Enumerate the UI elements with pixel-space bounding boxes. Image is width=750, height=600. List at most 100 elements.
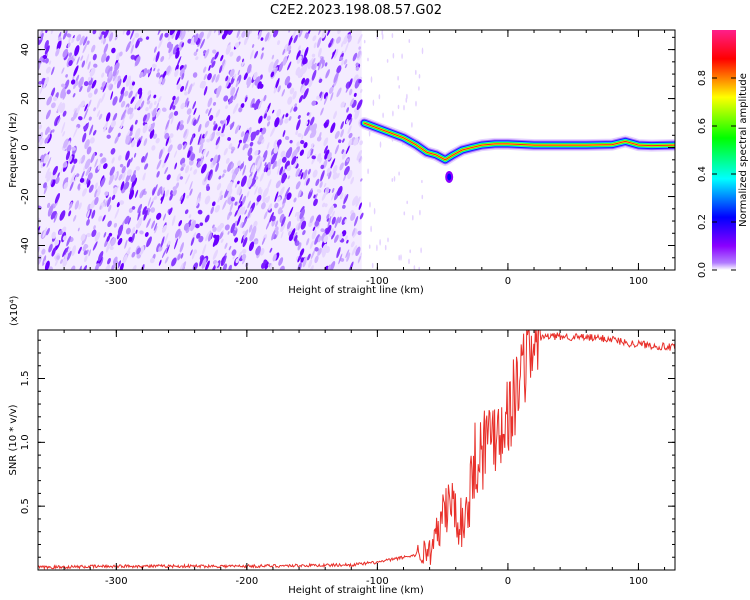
noise-speck bbox=[285, 136, 290, 141]
noise-speck bbox=[164, 232, 169, 244]
noise-speck bbox=[70, 79, 76, 85]
noise-speck bbox=[120, 109, 127, 121]
noise-speck bbox=[246, 63, 252, 74]
noise-speck bbox=[65, 74, 68, 78]
noise-speck bbox=[230, 85, 233, 93]
noise-speck bbox=[93, 107, 97, 112]
noise-speck bbox=[58, 230, 63, 236]
noise-speck bbox=[218, 175, 222, 180]
noise-speck bbox=[165, 65, 171, 76]
noise-speck bbox=[122, 30, 126, 35]
noise-speck bbox=[73, 126, 78, 138]
noise-speck bbox=[340, 101, 345, 108]
noise-speck bbox=[130, 157, 133, 163]
noise-speck bbox=[307, 59, 313, 70]
noise-speck bbox=[164, 132, 170, 140]
snr-plot bbox=[38, 330, 675, 570]
noise-speck bbox=[101, 72, 105, 78]
noise-speck bbox=[189, 181, 193, 191]
noise-speck bbox=[267, 34, 272, 42]
noise-speck bbox=[166, 41, 172, 49]
noise-speck bbox=[293, 231, 298, 241]
noise-speck bbox=[387, 237, 389, 243]
noise-speck bbox=[79, 85, 83, 93]
noise-speck bbox=[130, 44, 135, 54]
noise-speck bbox=[332, 164, 338, 174]
noise-speck bbox=[198, 123, 202, 133]
noise-speck bbox=[96, 110, 101, 118]
noise-speck bbox=[86, 84, 92, 93]
y-tick-label: 0.5 bbox=[20, 498, 31, 514]
noise-speck bbox=[105, 112, 111, 122]
noise-speck bbox=[186, 194, 190, 199]
noise-speck bbox=[312, 226, 316, 232]
noise-speck bbox=[281, 88, 286, 97]
noise-speck bbox=[276, 108, 282, 117]
noise-speck bbox=[62, 257, 68, 267]
noise-speck bbox=[367, 57, 369, 62]
noise-speck bbox=[112, 186, 118, 195]
noise-speck bbox=[336, 87, 342, 98]
noise-speck bbox=[339, 162, 344, 171]
noise-speck bbox=[157, 186, 163, 197]
noise-speck bbox=[125, 135, 131, 145]
noise-speck bbox=[166, 174, 171, 181]
noise-speck bbox=[89, 67, 96, 77]
noise-speck bbox=[393, 176, 396, 182]
noise-speck bbox=[86, 146, 92, 155]
noise-speck bbox=[193, 33, 199, 43]
noise-speck bbox=[281, 168, 286, 177]
noise-speck bbox=[205, 150, 210, 158]
noise-speck bbox=[219, 190, 223, 196]
noise-speck bbox=[126, 158, 131, 168]
noise-speck bbox=[303, 142, 308, 149]
noise-speck bbox=[408, 38, 411, 44]
noise-speck bbox=[134, 55, 141, 67]
noise-speck bbox=[71, 146, 76, 151]
noise-speck bbox=[305, 121, 309, 126]
noise-speck bbox=[170, 190, 173, 196]
noise-speck bbox=[219, 222, 225, 229]
noise-speck bbox=[130, 96, 135, 105]
noise-speck bbox=[114, 135, 119, 144]
noise-speck bbox=[133, 152, 137, 158]
noise-speck bbox=[134, 32, 140, 39]
noise-speck bbox=[296, 119, 301, 131]
noise-speck bbox=[284, 75, 291, 86]
noise-speck bbox=[44, 45, 50, 55]
noise-speck bbox=[207, 169, 213, 181]
noise-speck bbox=[136, 247, 141, 255]
noise-speck bbox=[215, 136, 221, 146]
noise-speck bbox=[118, 173, 123, 181]
noise-speck bbox=[71, 37, 75, 43]
noise-speck bbox=[179, 119, 184, 125]
noise-speck bbox=[39, 124, 42, 130]
noise-speck bbox=[45, 66, 51, 74]
noise-speck bbox=[48, 266, 53, 270]
y-tick-label: 1.5 bbox=[20, 371, 31, 387]
spectrogram-frame bbox=[37, 29, 676, 271]
noise-speck bbox=[225, 44, 231, 55]
noise-speck bbox=[152, 107, 157, 118]
noise-speck bbox=[230, 146, 236, 151]
noise-speck bbox=[237, 180, 240, 185]
noise-speck bbox=[176, 83, 182, 90]
noise-speck bbox=[297, 114, 301, 120]
noise-speck bbox=[308, 79, 313, 88]
noise-speck bbox=[326, 172, 329, 177]
noise-speck bbox=[320, 107, 324, 116]
noise-speck bbox=[243, 229, 249, 240]
noise-speck bbox=[398, 171, 400, 176]
noise-speck bbox=[157, 30, 162, 36]
noise-speck bbox=[279, 186, 285, 197]
noise-speck bbox=[68, 60, 73, 66]
noise-speck bbox=[43, 80, 47, 89]
noise-speck bbox=[116, 78, 122, 89]
noise-speck bbox=[109, 84, 114, 91]
noise-speck bbox=[112, 69, 117, 77]
noise-speck bbox=[225, 76, 231, 88]
noise-speck bbox=[114, 34, 118, 41]
noise-speck bbox=[73, 215, 77, 222]
snr-scale-label: (x10⁴) bbox=[9, 295, 20, 326]
noise-speck bbox=[91, 79, 97, 89]
